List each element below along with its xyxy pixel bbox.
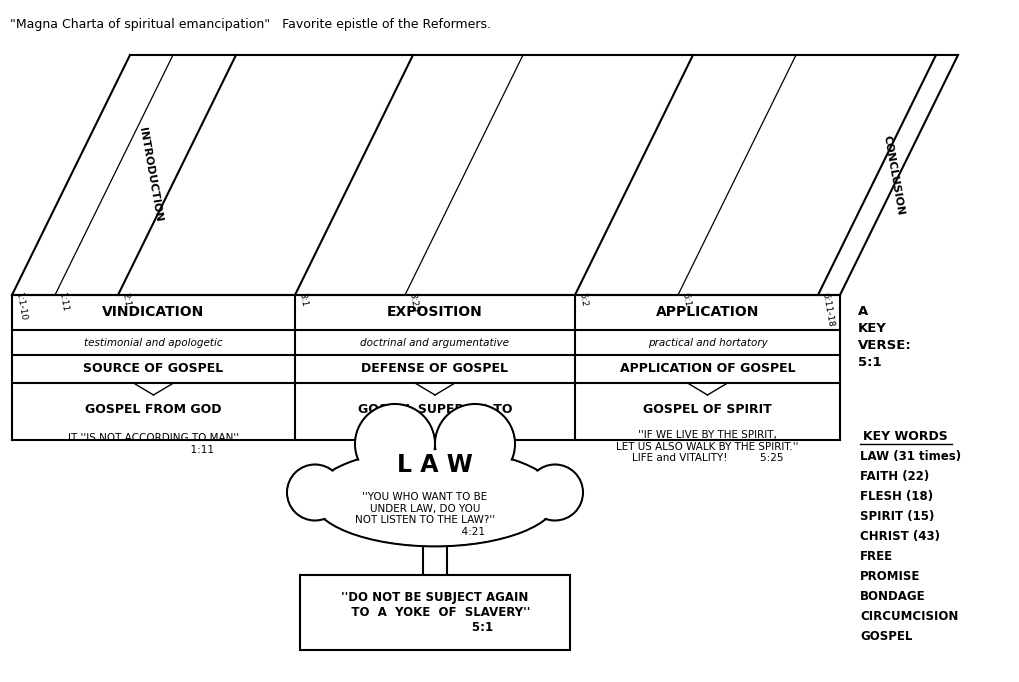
Text: 5:2: 5:2 (577, 291, 588, 307)
Text: CIRCUMCISION: CIRCUMCISION (859, 610, 958, 623)
Text: ''YOU WHO WANT TO BE
UNDER LAW, DO YOU
NOT LISTEN TO THE LAW?''
                : ''YOU WHO WANT TO BE UNDER LAW, DO YOU N… (355, 492, 494, 537)
Circle shape (286, 464, 342, 520)
Text: practical and hortatory: practical and hortatory (647, 338, 766, 348)
Circle shape (528, 466, 581, 519)
Text: INTRODUCTION: INTRODUCTION (138, 127, 164, 223)
Text: 2:1: 2:1 (120, 291, 131, 307)
Text: APPLICATION: APPLICATION (655, 306, 758, 319)
Text: EXPOSITION: EXPOSITION (387, 306, 482, 319)
Text: KEY WORDS: KEY WORDS (862, 430, 947, 443)
Circle shape (355, 404, 434, 484)
Text: CHRIST (43): CHRIST (43) (859, 530, 940, 543)
Text: 1:1-10: 1:1-10 (14, 291, 28, 322)
Text: DEFENSE OF GOSPEL: DEFENSE OF GOSPEL (361, 363, 508, 376)
Text: BONDAGE: BONDAGE (859, 590, 924, 603)
Ellipse shape (313, 450, 556, 545)
Text: APPLICATION OF GOSPEL: APPLICATION OF GOSPEL (620, 363, 795, 376)
Text: SOURCE OF GOSPEL: SOURCE OF GOSPEL (84, 363, 223, 376)
Ellipse shape (311, 449, 558, 546)
Text: testimonial and apologetic: testimonial and apologetic (85, 338, 222, 348)
Text: 1:11: 1:11 (57, 291, 69, 313)
Text: GOSPEL SUPERIOR TO: GOSPEL SUPERIOR TO (358, 403, 512, 416)
Text: CONCLUSION: CONCLUSION (880, 134, 904, 216)
Circle shape (436, 406, 513, 482)
Text: "Magna Charta of spiritual emancipation"   Favorite epistle of the Reformers.: "Magna Charta of spiritual emancipation"… (10, 18, 490, 31)
Text: ''DO NOT BE SUBJECT AGAIN
   TO  A  YOKE  OF  SLAVERY''
                       5: ''DO NOT BE SUBJECT AGAIN TO A YOKE OF S… (339, 591, 530, 634)
Circle shape (527, 464, 583, 520)
Text: GOSPEL FROM GOD: GOSPEL FROM GOD (86, 403, 221, 416)
Text: L A W: L A W (396, 453, 473, 477)
Circle shape (434, 404, 515, 484)
Text: IT ''IS NOT ACCORDING TO MAN''
                              1:11: IT ''IS NOT ACCORDING TO MAN'' 1:11 (68, 433, 238, 455)
Text: GOSPEL OF SPIRIT: GOSPEL OF SPIRIT (643, 403, 771, 416)
Text: doctrinal and argumentative: doctrinal and argumentative (360, 338, 510, 348)
Text: FLESH (18): FLESH (18) (859, 490, 932, 503)
Circle shape (288, 466, 341, 519)
Text: 6:11-18: 6:11-18 (819, 291, 835, 327)
Text: VINDICATION: VINDICATION (102, 306, 205, 319)
Text: FREE: FREE (859, 550, 893, 563)
Text: 6:1: 6:1 (680, 291, 691, 307)
Text: FAITH (22): FAITH (22) (859, 470, 928, 483)
Text: A
KEY
VERSE:
5:1: A KEY VERSE: 5:1 (857, 305, 911, 369)
Text: 3:25: 3:25 (407, 291, 419, 312)
Text: PROMISE: PROMISE (859, 570, 919, 583)
Circle shape (357, 406, 433, 482)
Text: LAW (31 times): LAW (31 times) (859, 450, 960, 463)
Text: ''IF WE LIVE BY THE SPIRIT,
LET US ALSO WALK BY THE SPIRIT.''
LIFE and VITALITY!: ''IF WE LIVE BY THE SPIRIT, LET US ALSO … (615, 430, 798, 463)
Bar (300, 575, 570, 650)
Text: 3:1: 3:1 (297, 291, 308, 307)
Text: GOSPEL: GOSPEL (859, 630, 911, 643)
Text: SPIRIT (15): SPIRIT (15) (859, 510, 933, 523)
